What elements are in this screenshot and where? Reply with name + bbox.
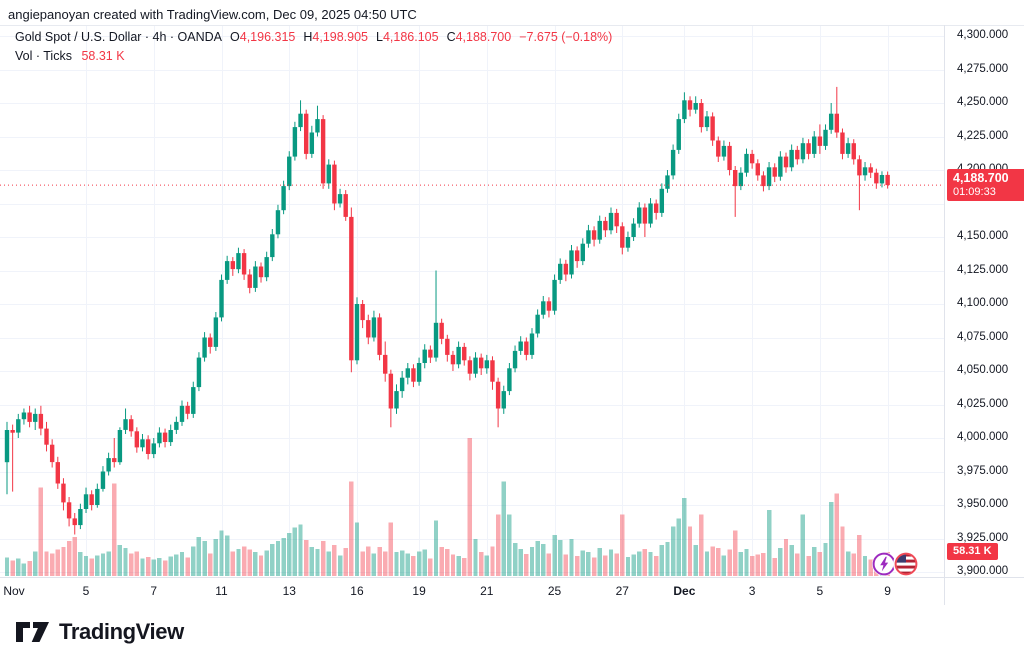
time-tick-label: 21 [480, 584, 494, 598]
price-axis[interactable]: 4,300.0004,275.0004,250.0004,225.0004,20… [944, 25, 1024, 605]
time-tick-label: 5 [816, 584, 824, 598]
tradingview-logo[interactable]: TradingView [16, 619, 184, 645]
time-tick-label: 25 [547, 584, 562, 598]
price-tick-label: 4,000.000 [957, 431, 1009, 443]
time-tick-label: 9 [884, 584, 891, 598]
chart-legend-row: Gold Spot / U.S. Dollar · 4h · OANDA O4,1… [15, 30, 612, 44]
ohlc-value: 4,186.105 [382, 30, 439, 44]
ohlc-label: O [230, 30, 240, 44]
tradingview-logo-text: TradingView [59, 619, 184, 644]
price-change: −7.675 (−0.18%) [519, 30, 613, 44]
time-tick-label: 11 [215, 584, 228, 598]
price-tick-label: 3,950.000 [957, 498, 1009, 510]
last-price-badge: 4,188.700 01:09:33 [947, 169, 1024, 202]
price-tick-label: 4,225.000 [957, 129, 1009, 142]
price-tick-label: 4,100.000 [957, 297, 1009, 309]
price-tick-label: 4,050.000 [957, 364, 1009, 376]
symbol-title: Gold Spot / U.S. Dollar · 4h · OANDA [15, 30, 223, 44]
ohlc-label: H [303, 30, 313, 44]
ohlc-value: 4,188.700 [455, 30, 512, 44]
volume-label: Vol · Ticks [15, 49, 72, 63]
us-flag-icon [893, 551, 919, 577]
time-tick-label: 5 [82, 584, 90, 598]
last-price-value: 4,188.700 [953, 171, 1009, 186]
price-tick-label: 4,250.000 [957, 96, 1009, 108]
price-tick-label: 4,075.000 [957, 330, 1009, 343]
commodity-lightning-icon [872, 552, 896, 576]
volume-legend-row: Vol · Ticks 58.31 K [15, 49, 125, 63]
ohlc-value: 4,196.315 [239, 30, 296, 44]
price-tick-label: 4,125.000 [957, 263, 1009, 276]
time-tick-label: Dec [673, 584, 696, 598]
time-tick-label: 16 [350, 584, 364, 598]
price-tick-label: 4,150.000 [957, 230, 1009, 242]
price-tick-label: 4,300.000 [957, 29, 1009, 41]
ohlc-label: L [376, 30, 383, 44]
ohlc-values: O4,196.315 H4,198.905 L4,186.105 C4,188.700… [222, 30, 612, 44]
ohlc-value: 4,198.905 [312, 30, 368, 44]
time-tick-label: 3 [748, 584, 756, 598]
price-tick-label: 3,975.000 [957, 464, 1009, 477]
instrument-pair-icons [872, 550, 920, 583]
time-tick-label: 19 [412, 584, 426, 598]
ohlc-label: C [446, 30, 456, 44]
time-tick-label: 27 [615, 584, 629, 598]
price-tick-label: 4,025.000 [957, 397, 1009, 410]
price-tick-label: 4,275.000 [957, 62, 1009, 75]
price-tick-label: 3,900.000 [957, 565, 1009, 577]
bar-countdown: 01:09:33 [953, 186, 996, 199]
volume-value: 58.31 K [81, 49, 125, 63]
price-axis-divider [944, 25, 945, 605]
volume-scale-badge: 58.31 K [947, 543, 998, 560]
time-axis[interactable]: Nov 5 7 11 13 16 19 21 25 27 Dec 3 5 9 [0, 578, 944, 605]
time-tick-label: 7 [150, 584, 158, 598]
top-divider [0, 25, 1024, 26]
time-axis-divider [0, 577, 1024, 578]
time-tick-label: Nov [3, 584, 25, 598]
time-tick-label: 13 [282, 584, 296, 598]
attribution-text: angiepanoyan created with TradingView.co… [8, 7, 417, 22]
tradingview-logo-icon [16, 622, 49, 642]
price-tick-label: 3,925.000 [957, 531, 1009, 544]
